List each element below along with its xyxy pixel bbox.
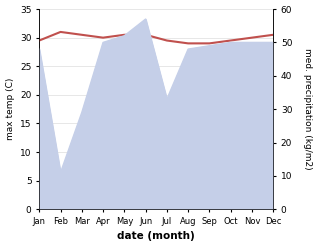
X-axis label: date (month): date (month)	[117, 231, 195, 242]
Y-axis label: med. precipitation (kg/m2): med. precipitation (kg/m2)	[303, 48, 313, 170]
Y-axis label: max temp (C): max temp (C)	[5, 78, 15, 140]
